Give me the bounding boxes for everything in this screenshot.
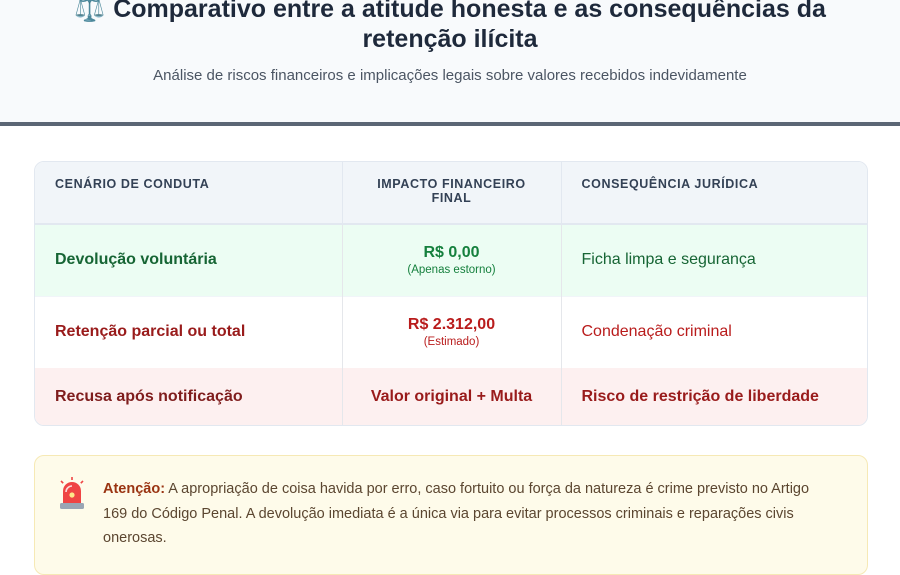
consequence-cell: Condenação criminal	[560, 295, 867, 368]
scales-icon: ⚖️	[74, 0, 106, 23]
column-header-consequence: CONSEQUÊNCIA JURÍDICA	[560, 162, 867, 225]
warning-body: A apropriação de coisa havida por erro, …	[103, 481, 810, 546]
legal-warning-box: Atenção: A apropriação de coisa havida p…	[34, 455, 868, 575]
impact-amount: Valor original + Multa	[370, 388, 533, 405]
page-header: ⚖️ Comparativo entre a atitude honesta e …	[0, 0, 900, 126]
consequence-cell: Risco de restrição de liberdade	[560, 368, 867, 425]
table-header-row: CENÁRIO DE CONDUTA IMPACTO FINANCEIRO FI…	[35, 162, 867, 225]
impact-amount: R$ 2.312,00	[407, 316, 496, 334]
impact-note: (Estimado)	[423, 336, 480, 349]
impact-cell: Valor original + Multa	[341, 368, 561, 425]
page-subtitle: Análise de riscos financeiros e implicaç…	[153, 67, 747, 84]
page-title: ⚖️ Comparativo entre a atitude honesta e …	[40, 0, 860, 54]
impact-note: (Apenas estorno)	[407, 264, 496, 277]
impact-cell: R$ 0,00 (Apenas estorno)	[341, 224, 561, 296]
scenario-cell: Recusa após notificação	[35, 368, 342, 425]
impact-amount: R$ 0,00	[423, 244, 480, 262]
page-title-text: Comparativo entre a atitude honesta e as…	[113, 0, 826, 53]
scenario-cell: Retenção parcial ou total	[35, 295, 342, 368]
scenario-cell: Devolução voluntária	[35, 224, 342, 296]
siren-icon	[60, 477, 84, 509]
column-header-scenario: CENÁRIO DE CONDUTA	[35, 162, 342, 225]
table-row: Retenção parcial ou total R$ 2.312,00 (E…	[35, 295, 867, 368]
warning-text: Atenção: A apropriação de coisa havida p…	[103, 477, 837, 551]
impact-cell: R$ 2.312,00 (Estimado)	[341, 295, 561, 368]
comparison-table: CENÁRIO DE CONDUTA IMPACTO FINANCEIRO FI…	[34, 161, 868, 426]
table-row: Recusa após notificação Valor original +…	[35, 368, 867, 425]
table-row: Devolução voluntária R$ 0,00 (Apenas est…	[35, 224, 867, 296]
warning-label: Atenção:	[103, 481, 166, 497]
column-header-impact: IMPACTO FINANCEIRO FINAL	[341, 162, 561, 225]
consequence-cell: Ficha limpa e segurança	[560, 224, 867, 296]
